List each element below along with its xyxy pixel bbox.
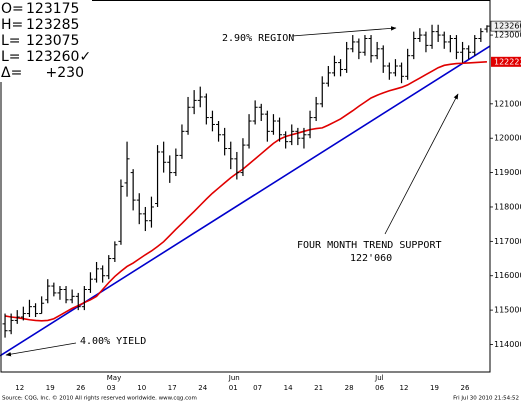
quote-label: Δ= — [1, 65, 22, 81]
moving-average-line — [4, 61, 488, 322]
month-label: May — [107, 374, 121, 382]
annotation: 122'060 — [350, 253, 392, 264]
month-label: Jun — [228, 374, 240, 382]
y-tick-label: 116000 — [494, 271, 521, 280]
y-tick-label: 119000 — [494, 168, 521, 177]
y-tick-label: 120000 — [494, 134, 521, 143]
y-tick-label: 123000 — [494, 31, 521, 40]
plot-frame — [0, 0, 491, 373]
x-tick-label: 26 — [76, 384, 85, 392]
source: Source: CQG, Inc. © 2010 All rights rese… — [2, 395, 197, 402]
y-tick-label: 118000 — [494, 202, 521, 211]
x-tick-label: 24 — [198, 384, 207, 392]
x-tick-label: 06 — [375, 384, 384, 392]
x-tick-label: 03 — [107, 384, 116, 392]
x-tick-label: 19 — [46, 384, 55, 392]
x-tick-label: 12 — [400, 384, 409, 392]
annotation: FOUR MONTH TREND SUPPORT — [297, 240, 442, 251]
x-tick-label: 10 — [137, 384, 146, 392]
arrow — [5, 342, 77, 357]
x-tick-label: 01 — [229, 384, 238, 392]
month-label: Jul — [374, 374, 384, 382]
quote-label: H= — [1, 17, 23, 33]
x-tick-label: 21 — [314, 384, 323, 392]
quote-value: 123075 — [26, 33, 79, 49]
annotation: 4.00% YIELD — [80, 336, 146, 347]
y-tick-label: 121000 — [494, 99, 521, 108]
timestamp: Fri Jul 30 2010 21:54:52 — [453, 396, 519, 402]
x-tick-label: 26 — [461, 384, 470, 392]
plot-area — [0, 24, 491, 357]
quote-label: O= — [1, 1, 24, 17]
x-tick-label: 17 — [168, 384, 177, 392]
y-tick-label: 115000 — [494, 306, 521, 315]
last-price-label: 123260 — [494, 22, 521, 31]
x-tick-label: 14 — [284, 384, 293, 392]
quote-value: 123175 — [26, 1, 79, 17]
y-tick-label: 117000 — [494, 237, 521, 246]
quote-value: 123260✓ — [26, 49, 91, 65]
arrow — [291, 26, 397, 37]
quote-value: 123285 — [26, 17, 79, 33]
x-tick-label: 19 — [430, 384, 439, 392]
quote-label: L= — [1, 33, 21, 49]
annotation: 2.90% REGION — [222, 33, 294, 44]
quote-label: L= — [1, 49, 21, 65]
x-tick-label: 12 — [15, 384, 24, 392]
x-tick-label: 07 — [253, 384, 262, 392]
last-price-box — [490, 20, 521, 32]
quote-background — [0, 0, 92, 82]
x-tick-label: 28 — [345, 384, 354, 392]
moving-average-label: 122222 — [494, 57, 521, 66]
quote-value: +230 — [46, 65, 84, 81]
arrow — [384, 93, 459, 235]
y-tick-label: 114000 — [494, 340, 521, 349]
moving-average-box — [491, 56, 521, 67]
